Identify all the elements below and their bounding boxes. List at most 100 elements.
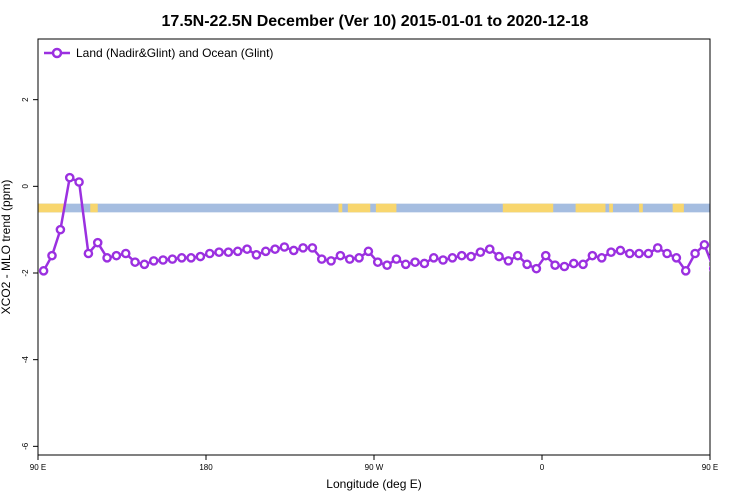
land-segment xyxy=(90,203,98,213)
data-point xyxy=(466,251,476,262)
data-point xyxy=(624,248,635,259)
land-segment xyxy=(575,203,606,213)
land-segment xyxy=(347,203,371,213)
data-point xyxy=(47,250,57,261)
land-segment xyxy=(639,203,643,213)
land-segment xyxy=(502,203,554,213)
data-point xyxy=(540,250,551,261)
data-point xyxy=(354,253,364,263)
data-point xyxy=(120,248,131,259)
data-point xyxy=(260,246,271,257)
data-point xyxy=(92,237,103,248)
data-point xyxy=(214,247,224,257)
x-tick-label: 90 E xyxy=(702,463,718,472)
data-point xyxy=(671,253,682,263)
data-point xyxy=(279,242,290,252)
data-point xyxy=(680,266,691,276)
x-tick-label: 90 E xyxy=(30,463,46,472)
data-point xyxy=(419,258,430,269)
data-point xyxy=(447,253,458,263)
data-point xyxy=(223,247,234,257)
data-point xyxy=(643,248,654,259)
data-point xyxy=(130,257,140,267)
data-point xyxy=(410,257,420,267)
land-segment xyxy=(712,204,731,213)
data-point xyxy=(64,172,75,183)
data-point xyxy=(606,247,616,257)
data-point xyxy=(270,244,280,254)
land-segment xyxy=(38,203,65,213)
data-point xyxy=(438,255,448,265)
data-point xyxy=(484,244,495,254)
data-point xyxy=(512,250,523,261)
data-point xyxy=(344,254,355,264)
data-point xyxy=(176,253,187,263)
land-segment xyxy=(672,203,684,213)
axes: 90 E 180 90 W 0 90 E 2 0 -2 -4 -6 xyxy=(21,97,718,472)
chart-title: 17.5N-22.5N December (Ver 10) 2015-01-01… xyxy=(162,13,589,30)
x-tick-label: 180 xyxy=(199,463,213,472)
data-point xyxy=(148,256,159,266)
data-point xyxy=(316,254,327,264)
legend: Land (Nadir&Glint) and Ocean (Glint) xyxy=(44,46,273,60)
land-segment xyxy=(338,203,343,213)
data-point xyxy=(531,263,542,274)
data-point xyxy=(382,260,392,271)
data-point xyxy=(699,240,710,250)
data-point xyxy=(242,244,252,254)
data-point xyxy=(55,224,66,235)
data-point xyxy=(195,251,206,262)
data-point xyxy=(738,174,745,181)
data-point xyxy=(38,266,49,276)
data-point xyxy=(83,248,94,259)
data-point xyxy=(708,265,710,272)
y-axis-label: XCO2 - MLO trend (ppm) xyxy=(0,180,13,315)
data-point xyxy=(578,259,588,270)
data-point xyxy=(139,259,150,270)
data-point xyxy=(615,245,626,256)
data-point xyxy=(662,248,672,259)
data-point xyxy=(690,248,700,259)
data-point xyxy=(729,226,736,233)
y-tick-label: -6 xyxy=(21,442,30,450)
data-point xyxy=(559,261,570,272)
data-point xyxy=(186,253,196,263)
data-point xyxy=(719,252,726,259)
data-point xyxy=(232,246,243,257)
data-point xyxy=(400,259,411,270)
y-tick-label: 0 xyxy=(21,184,30,189)
data-point xyxy=(503,256,514,266)
x-tick-label: 90 W xyxy=(365,463,384,472)
data-point xyxy=(634,248,644,259)
data-point xyxy=(204,248,215,259)
data-point xyxy=(522,259,532,270)
data-point xyxy=(74,177,84,187)
data-point xyxy=(596,253,607,263)
data-point xyxy=(372,257,383,267)
data-point xyxy=(158,255,168,265)
x-tick-label: 0 xyxy=(540,463,545,472)
legend-label: Land (Nadir&Glint) and Ocean (Glint) xyxy=(76,46,273,60)
land-segment xyxy=(375,203,397,213)
land-ocean-band xyxy=(38,203,731,213)
data-point xyxy=(167,254,178,264)
data-point xyxy=(307,243,318,253)
ocean-band xyxy=(38,203,710,213)
series-layer xyxy=(38,172,745,276)
data-point xyxy=(494,251,504,262)
data-point xyxy=(335,250,346,261)
data-point xyxy=(326,256,336,266)
data-point xyxy=(102,253,112,263)
data-point xyxy=(587,250,598,261)
data-point xyxy=(298,243,308,253)
plot-frame xyxy=(37,38,711,456)
data-point xyxy=(456,250,467,261)
data-point xyxy=(550,260,560,271)
data-point xyxy=(363,246,374,257)
data-point xyxy=(251,249,262,260)
data-point xyxy=(428,253,439,263)
y-tick-label: -2 xyxy=(21,269,30,277)
y-tick-label: -4 xyxy=(21,356,30,364)
data-point xyxy=(391,254,402,264)
land-segment xyxy=(609,203,613,213)
